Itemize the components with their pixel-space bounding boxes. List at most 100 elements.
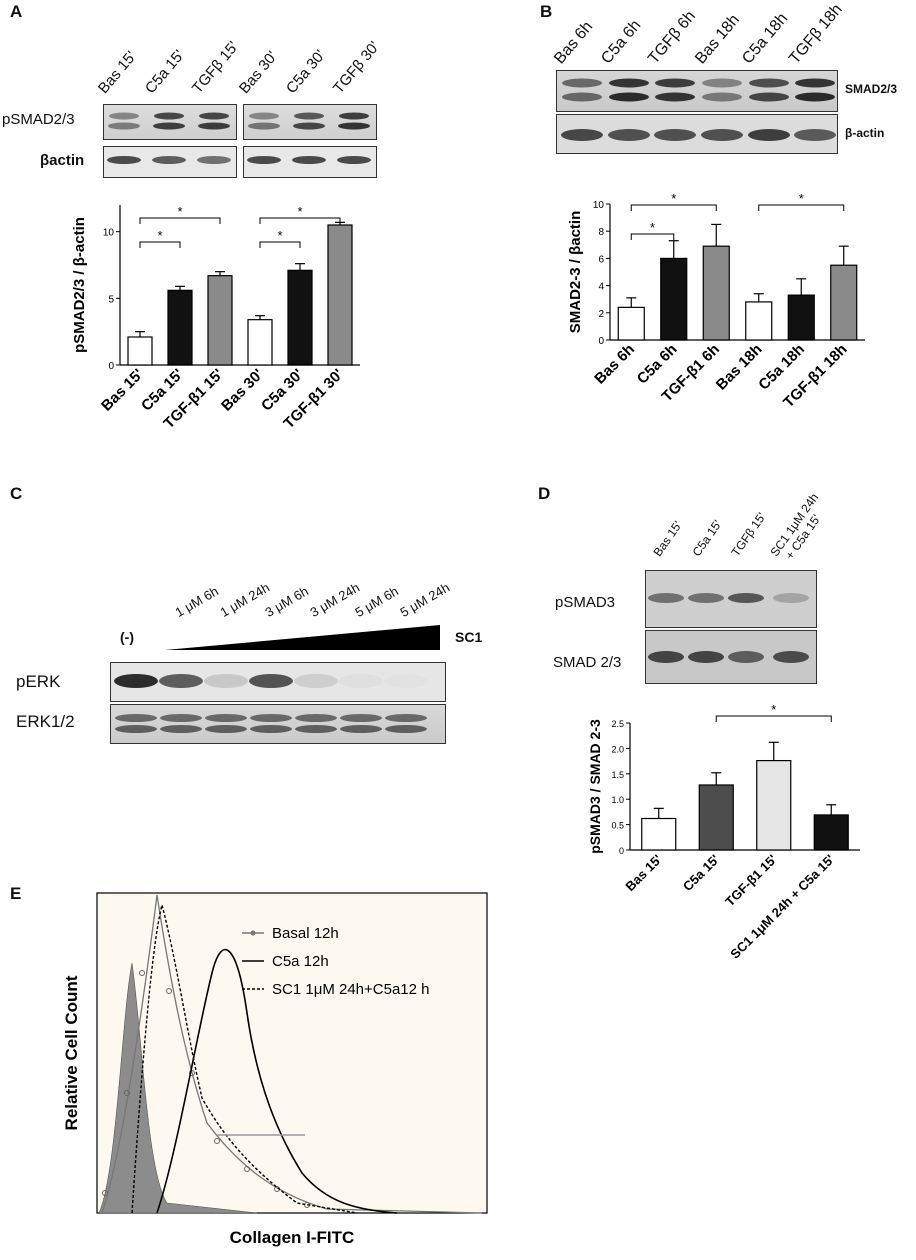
panel-b-letter: B	[540, 2, 552, 22]
panel-c-erk-bands-band	[115, 725, 157, 733]
panel-a-lane-2: TGFβ 15'	[189, 38, 242, 97]
B-y-tick-label: 2	[598, 309, 604, 320]
panel-a-psmad-bands-band	[293, 123, 325, 130]
D-y-axis-label: pSMAD3 / SMAD 2-3	[587, 719, 603, 854]
panel-b-lane-1: C5a 6h	[598, 17, 645, 68]
panel-e-y-axis-label: Relative Cell Count	[62, 975, 81, 1130]
panel-c-perk-bands-band	[339, 674, 383, 688]
panel-a-psmad-bands-band	[108, 123, 140, 130]
panel-a-lane-3: Bas 30'	[236, 48, 281, 97]
panel-d-chart: 00.51.01.52.02.5pSMAD3 / SMAD 2-3Bas 15'…	[590, 700, 890, 950]
panel-c-lane-5: 5 μM 24h	[398, 580, 453, 620]
panel-b-smad-bands-band	[702, 79, 742, 88]
A-bar-4	[288, 270, 312, 365]
B-y-axis-label: SMAD2-3 / βactin	[567, 211, 584, 334]
panel-a-psmad-bands-band	[339, 113, 369, 120]
B-y-tick-label: 0	[598, 336, 604, 347]
panel-b-smad-bands-band	[609, 79, 649, 88]
panel-d-row-psmad3: pSMAD3	[555, 594, 615, 611]
panel-b-lane-4: C5a 18h	[739, 10, 792, 68]
panel-c-lane-3: 3 μM 24h	[308, 580, 363, 620]
panel-c-perk-bands	[111, 663, 443, 699]
A-category-label-0: Bas 15'	[98, 366, 147, 415]
B-bar-2	[703, 246, 729, 340]
A-category-label-3: Bas 30'	[218, 366, 267, 415]
panel-b-lane-3: Bas 18h	[692, 11, 744, 68]
B-significance-star-1: *	[671, 191, 676, 206]
panel-b-smad-bands-band	[795, 79, 835, 88]
A-bar-5	[328, 225, 352, 365]
A-bar-1	[168, 290, 192, 365]
panel-c-treatment-label: SC1	[455, 629, 482, 645]
A-y-tick-label: 5	[108, 294, 114, 305]
B-y-tick-label: 8	[598, 227, 604, 238]
panel-e-x-axis-label: Collagen I-FITC	[230, 1228, 355, 1247]
panel-a-psmad-bands-band	[109, 113, 139, 120]
panel-d-smad23-bands	[646, 631, 814, 681]
A-significance-star-2: *	[277, 228, 282, 243]
panel-a-psmad-bands-band	[199, 113, 229, 120]
panel-b-actin-bands	[557, 115, 835, 151]
panel-d-psmad3-bands-band	[773, 593, 809, 603]
panel-b-smad-bands-band	[749, 93, 789, 102]
panel-b-smad-bands-band	[562, 79, 602, 88]
D-bar-0	[642, 819, 676, 850]
D-y-tick-label: 1.0	[611, 795, 624, 805]
panel-a-psmad-bands-band	[338, 123, 370, 130]
D-y-tick-label: 0.5	[611, 821, 624, 831]
panel-d-smad23-bands-band	[648, 651, 684, 663]
D-bar-3	[814, 815, 848, 850]
panel-c-perk-bands-band	[204, 674, 248, 688]
A-y-tick-label: 10	[103, 228, 115, 239]
panel-c-perk-bands-band	[249, 674, 293, 688]
panel-c-erk-bands-band	[205, 714, 247, 722]
D-category-label-3: SC1 1μM 24h + C5a 15'	[727, 852, 837, 962]
panel-a-psmad-bands-band	[153, 123, 185, 130]
panel-b-actin-bands-band	[608, 129, 650, 141]
panel-b-lane-5: TGFβ 18h	[786, 1, 846, 68]
panel-c-erk-bands	[111, 705, 443, 741]
D-y-tick-label: 2.5	[611, 719, 624, 729]
panel-a-psmad-bands-band	[294, 113, 324, 120]
panel-a-psmad-bands-band	[248, 123, 280, 130]
panel-c-control-label: (-)	[120, 629, 134, 645]
panel-d-letter: D	[538, 484, 550, 504]
panel-d-psmad3-bands-band	[728, 593, 764, 603]
B-bar-0	[618, 307, 644, 340]
B-bar-4	[788, 295, 814, 340]
panel-c-erk-bands-band	[115, 714, 157, 722]
panel-c-perk-bands-band	[114, 674, 158, 688]
panel-c-erk-bands-band	[295, 725, 337, 733]
A-y-axis-label: pSMAD2/3 / β-actin	[71, 217, 88, 353]
panel-a-lane-0: Bas 15'	[95, 48, 140, 97]
B-y-tick-label: 4	[598, 282, 604, 293]
panel-c-erk-bands-band	[385, 714, 427, 722]
D-bar-1	[699, 785, 733, 850]
panel-c-letter: C	[10, 484, 22, 504]
panel-b-row-actin: β-actin	[845, 126, 884, 140]
panel-a-actin-bands-band	[107, 156, 141, 164]
panel-b-actin-bands-band	[748, 129, 790, 141]
A-significance-star-0: *	[157, 228, 162, 243]
B-bar-3	[746, 302, 772, 340]
panel-d-psmad3-bands-band	[648, 593, 684, 603]
D-significance-star-0: *	[771, 702, 776, 717]
panel-b-smad-bands-band	[562, 93, 602, 102]
panel-e-histogram: Basal 12hC5a 12hSC1 1μM 24h+C5a12 hColla…	[40, 885, 500, 1255]
B-y-tick-label: 6	[598, 254, 604, 265]
panel-c-erk-bands-band	[160, 725, 202, 733]
B-bar-5	[831, 265, 857, 340]
panel-c-perk-bands-band	[159, 674, 203, 688]
panel-a-psmad-bands-band	[249, 113, 279, 120]
panel-a-actin-bands-band	[292, 156, 326, 164]
panel-d-smad23-bands-band	[773, 651, 809, 663]
panel-a-actin-bands-band	[337, 156, 371, 164]
A-bar-3	[248, 320, 272, 365]
A-significance-star-1: *	[177, 204, 182, 219]
panel-a-row-actin: βactin	[40, 152, 84, 169]
A-y-tick-label: 0	[108, 361, 114, 372]
panel-c-erk-bands-band	[340, 714, 382, 722]
panel-c-erk-bands-band	[340, 725, 382, 733]
panel-c-lane-1: 1 μM 24h	[218, 580, 273, 620]
panel-b-lane-0: Bas 6h	[551, 18, 597, 68]
